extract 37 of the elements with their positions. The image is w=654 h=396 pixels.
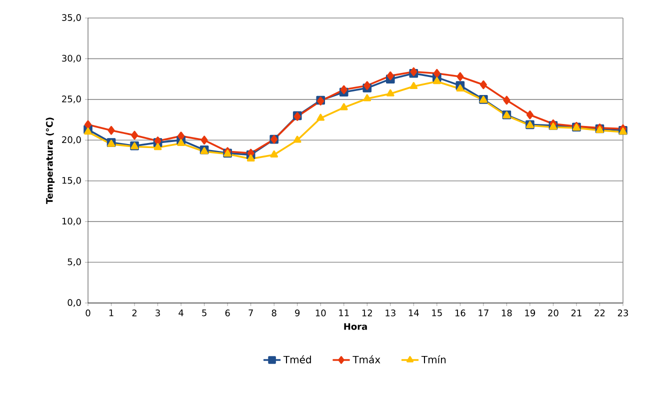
x-tick-label: 11 — [339, 310, 349, 316]
legend-label: Tmín — [421, 355, 446, 364]
y-tick-label: 10,0 — [62, 218, 81, 226]
legend-label: Tmáx — [352, 355, 380, 364]
x-axis-title: Hora — [344, 323, 367, 330]
y-tick-label: 5,0 — [68, 258, 81, 266]
x-tick-label: 16 — [455, 310, 466, 316]
x-tick-label: 6 — [225, 310, 230, 316]
y-tick-label: 0,0 — [68, 299, 81, 307]
y-tick-label: 30,0 — [62, 54, 81, 63]
y-tick-label: 25,0 — [62, 96, 81, 104]
x-tick-label: 22 — [594, 310, 605, 316]
x-tick-label: 19 — [525, 310, 536, 316]
x-tick-label: 14 — [408, 310, 419, 316]
x-tick-label: 21 — [571, 310, 582, 316]
x-tick-label: 23 — [618, 310, 628, 316]
x-tick-label: 9 — [295, 310, 300, 316]
x-tick-label: 13 — [386, 310, 396, 316]
x-tick-label: 17 — [478, 310, 488, 316]
x-tick-label: 12 — [362, 310, 372, 316]
x-tick-label: 1 — [109, 310, 114, 316]
x-tick-label: 20 — [548, 310, 558, 316]
x-tick-label: 7 — [248, 310, 253, 316]
x-tick-label: 5 — [202, 310, 206, 316]
y-axis-title: Temperatura (°C) — [46, 118, 55, 204]
legend-label: Tméd — [283, 355, 311, 364]
x-tick-label: 4 — [178, 310, 184, 316]
x-tick-label: 10 — [316, 310, 326, 316]
y-tick-label: 20,0 — [62, 136, 81, 144]
x-tick-label: 18 — [502, 310, 512, 316]
x-tick-label: 0 — [86, 310, 90, 316]
x-tick-label: 8 — [272, 310, 276, 316]
x-tick-label: 3 — [156, 310, 160, 316]
x-tick-label: 2 — [132, 310, 136, 316]
y-tick-label: 35,0 — [62, 14, 81, 22]
y-tick-label: 15,0 — [62, 176, 81, 185]
x-tick-label: 15 — [432, 310, 442, 316]
